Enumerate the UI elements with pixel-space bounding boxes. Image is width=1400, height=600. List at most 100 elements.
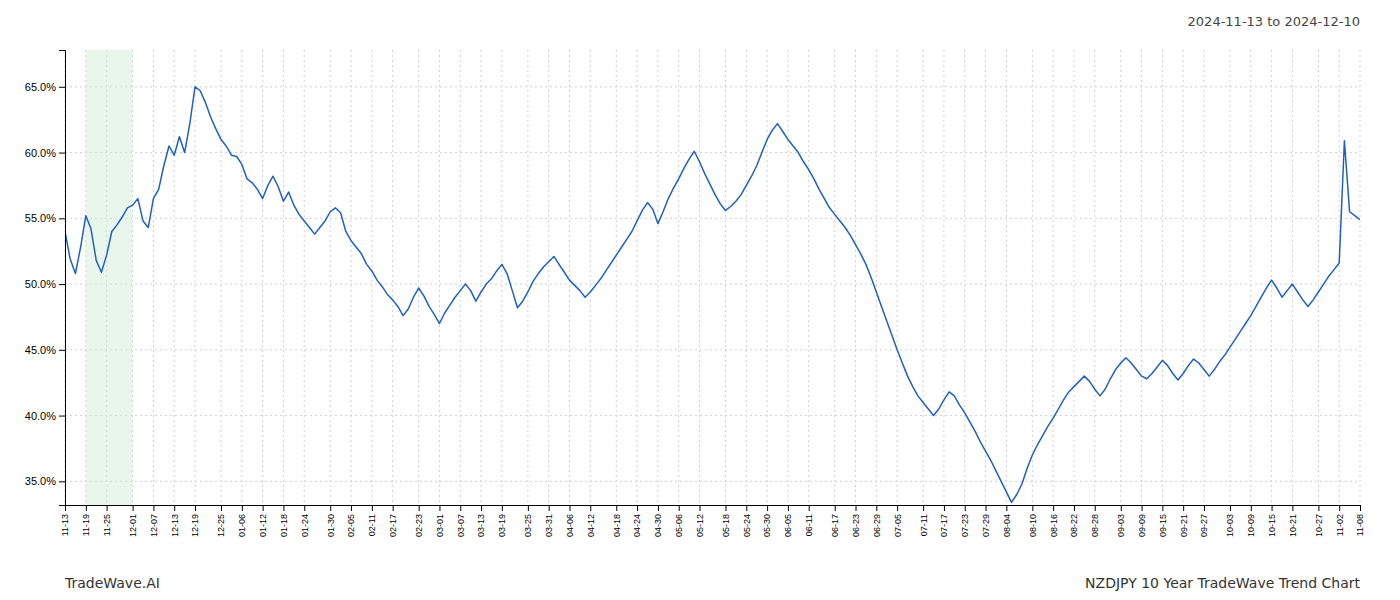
grid-line [548, 50, 549, 505]
tick: 06-29 [872, 505, 882, 537]
tick-mark [1272, 505, 1273, 511]
grid-line [221, 50, 222, 505]
tick: 09-09 [1137, 505, 1147, 537]
grid-line [1318, 50, 1319, 505]
tick-label: 35.0% [25, 475, 56, 487]
tick: 06-05 [783, 505, 793, 537]
grid-line [1006, 50, 1007, 505]
grid-line [637, 50, 638, 505]
grid-line [1229, 50, 1230, 505]
tick-label: 09-03 [1116, 514, 1126, 537]
grid [65, 50, 1360, 505]
tick-label: 55.0% [25, 212, 56, 224]
tick: 01-12 [258, 505, 268, 537]
subtitle: 2024-11-13 to 2024-12-10 [1188, 14, 1360, 29]
grid-line [1120, 50, 1121, 505]
y-axis: 35.0%40.0%45.0%50.0%55.0%60.0%65.0% [25, 51, 66, 506]
tick: 01-06 [237, 505, 247, 537]
tick-mark [242, 505, 243, 511]
tick: 40.0% [25, 410, 65, 422]
grid-line [65, 86, 1360, 87]
grid-line [678, 50, 679, 505]
grid-line [65, 415, 1360, 416]
tick: 12-13 [170, 505, 180, 537]
tick: 05-24 [742, 505, 752, 537]
tick: 05-12 [695, 505, 705, 537]
tick-mark [195, 505, 196, 511]
tick-label: 05-24 [742, 514, 752, 537]
tick-mark [809, 505, 810, 511]
tick-label: 08-04 [1002, 514, 1012, 537]
tick: 07-05 [893, 505, 903, 537]
tick: 65.0% [25, 81, 65, 93]
tick: 03-19 [497, 505, 507, 537]
tick-mark [86, 505, 87, 511]
grid-line [65, 284, 1360, 285]
tick: 09-27 [1199, 505, 1209, 537]
tick-label: 03-07 [456, 514, 466, 537]
tick-mark [1360, 505, 1361, 511]
tick: 05-18 [721, 505, 731, 537]
tick-mark [59, 416, 65, 417]
tick-label: 06-29 [872, 514, 882, 537]
grid-line [153, 50, 154, 505]
grid-line [65, 349, 1360, 350]
grid-line [1141, 50, 1142, 505]
tick: 04-24 [632, 505, 642, 537]
grid-line [985, 50, 986, 505]
tick-mark [304, 505, 305, 511]
tick-label: 01-06 [237, 514, 247, 537]
grid-line [1073, 50, 1074, 505]
tick-mark [351, 505, 352, 511]
tick: 35.0% [25, 475, 65, 487]
tick: 10-03 [1225, 505, 1235, 537]
tick: 12-01 [128, 505, 138, 537]
x-axis: 11-1311-1911-2512-0112-0712-1312-1912-25… [60, 505, 1365, 537]
tick-label: 04-18 [612, 514, 622, 537]
tick-label: 07-29 [981, 514, 991, 537]
tick-label: 03-01 [435, 514, 445, 537]
grid-line [1292, 50, 1293, 505]
grid-line [304, 50, 305, 505]
tick: 09-15 [1158, 505, 1168, 537]
tick-label: 03-25 [523, 514, 533, 537]
tick-mark [372, 505, 373, 511]
tick: 08-16 [1049, 505, 1059, 537]
grid-line [283, 50, 284, 505]
tick-label: 02-05 [346, 514, 356, 537]
grid-line [1032, 50, 1033, 505]
tick-mark [699, 505, 700, 511]
tick-label: 03-19 [497, 514, 507, 537]
grid-line [65, 152, 1360, 153]
grid-line [590, 50, 591, 505]
tick-mark [174, 505, 175, 511]
grid-line [808, 50, 809, 505]
tick-label: 40.0% [25, 410, 56, 422]
tick: 03-25 [523, 505, 533, 537]
tick-mark [1053, 505, 1054, 511]
tick: 03-07 [456, 505, 466, 537]
tick-mark [439, 505, 440, 511]
tick: 07-23 [960, 505, 970, 537]
tick-mark [679, 505, 680, 511]
chart: 35.0%40.0%45.0%50.0%55.0%60.0%65.0%11-13… [0, 0, 1400, 600]
grid-line [699, 50, 700, 505]
axis-line [66, 506, 1361, 512]
tick-mark [502, 505, 503, 511]
tick-label: 11-13 [60, 514, 70, 536]
tick-label: 60.0% [25, 147, 56, 159]
grid-line [195, 50, 196, 505]
tick: 08-04 [1002, 505, 1012, 537]
tick-mark [876, 505, 877, 511]
grid-line [1271, 50, 1272, 505]
tick-mark [528, 505, 529, 511]
tick-label: 01-24 [300, 514, 310, 537]
grid-line [65, 218, 1360, 219]
tick: 10-27 [1314, 505, 1324, 537]
tick: 02-11 [367, 505, 377, 536]
tick-mark [944, 505, 945, 511]
tick-mark [1142, 505, 1143, 511]
tick-mark [965, 505, 966, 511]
tick-label: 07-23 [960, 514, 970, 537]
tick-mark [1032, 505, 1033, 511]
